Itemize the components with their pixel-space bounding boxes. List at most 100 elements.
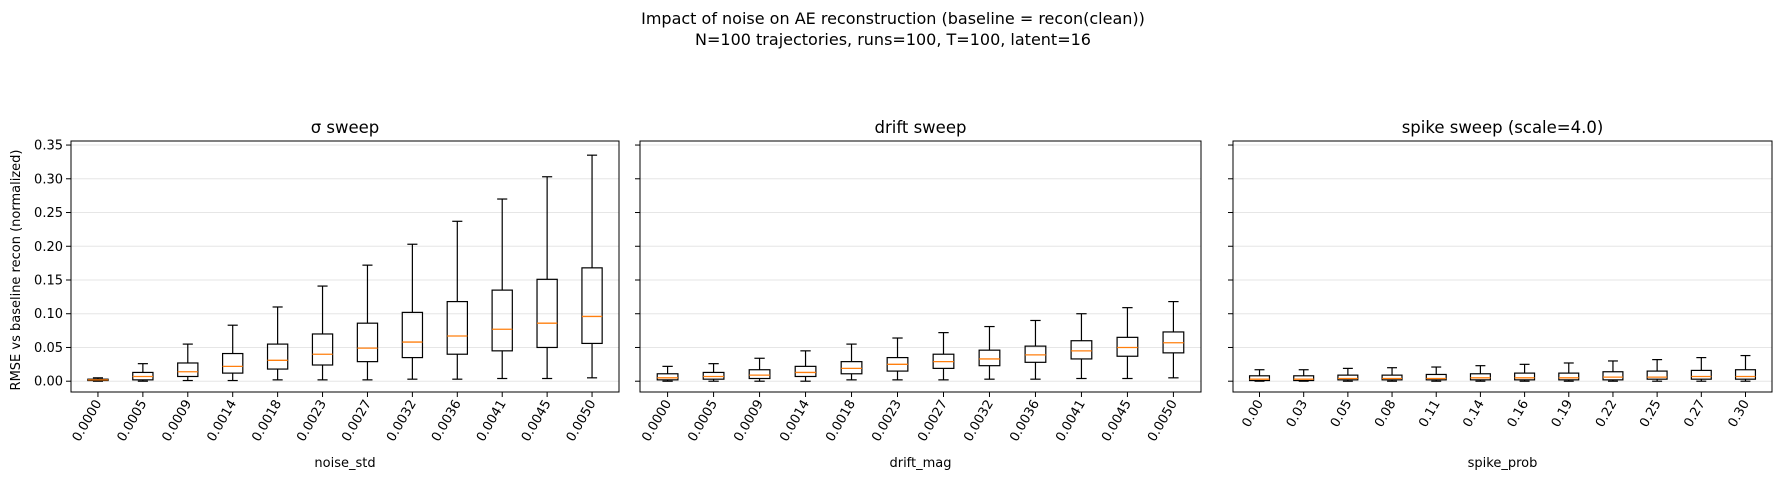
x-tick-label: 0.27	[1681, 398, 1708, 431]
x-tick-label: 0.0050	[1145, 398, 1181, 445]
x-tick-label: 0.0041	[474, 398, 510, 445]
box-0.25	[1646, 359, 1668, 382]
box-0.14	[1469, 365, 1491, 382]
x-tick-label: 0.0009	[160, 398, 196, 445]
box-0.0009	[748, 357, 771, 382]
box-body	[221, 352, 244, 374]
x-tick-label: 0.05	[1328, 398, 1355, 431]
y-tick-label: 0.20	[34, 240, 63, 255]
box-body	[1514, 372, 1536, 381]
box-0.0032	[401, 243, 424, 380]
x-tick-label: 0.0009	[731, 398, 767, 445]
box-body	[1070, 340, 1093, 360]
figure-title-line2: N=100 trajectories, runs=100, T=100, lat…	[695, 30, 1091, 49]
box-0.0014	[221, 324, 244, 382]
box-0.0027	[356, 264, 379, 381]
x-tick-label: 0.25	[1637, 398, 1664, 431]
x-tick-label: 0.03	[1284, 398, 1311, 431]
box-body	[748, 369, 771, 380]
box-0.05	[1337, 367, 1359, 382]
axes-frame	[70, 140, 620, 393]
x-tick-label: 0.0050	[564, 398, 600, 445]
x-tick-label: 0.22	[1593, 398, 1620, 431]
box-body	[1293, 375, 1315, 382]
box-0.0027	[932, 332, 955, 381]
x-tick-label: 0.0045	[1099, 398, 1135, 445]
box-body	[491, 289, 513, 352]
box-0.0009	[177, 343, 199, 382]
box-0.11	[1425, 366, 1447, 382]
subplot-3: spike sweep (scale=4.0) 0.00 0.03 0.05 0.08 0…	[1228, 118, 1773, 471]
box-0.22	[1602, 360, 1624, 382]
box-0.30	[1734, 354, 1757, 382]
box-0.0032	[978, 325, 1001, 380]
x-tick-label: 0.0032	[384, 398, 420, 445]
y-tick-label: 0.30	[34, 172, 63, 187]
box-body	[311, 333, 334, 366]
box-body	[702, 371, 725, 380]
box-body	[266, 343, 289, 370]
box-0.0050	[1162, 300, 1185, 379]
box-body	[1690, 369, 1712, 380]
x-tick-label: 0.16	[1505, 398, 1532, 431]
box-body	[1558, 372, 1580, 381]
box-body	[1381, 374, 1403, 381]
box-body	[1602, 371, 1624, 381]
x-tick-label: 0.30	[1725, 398, 1752, 431]
x-tick-label: 0.0027	[915, 398, 951, 445]
box-body	[1116, 336, 1139, 357]
box-body	[978, 349, 1001, 367]
box-0.0018	[840, 343, 863, 381]
y-tick-label: 0.15	[34, 273, 63, 288]
box-0.0036	[1024, 319, 1047, 380]
axes-frame	[639, 140, 1202, 393]
box-0.27	[1690, 356, 1712, 382]
x-tick-label: 0.0036	[1007, 398, 1043, 445]
subplot-title: σ sweep	[311, 118, 380, 137]
x-tick-label: 0.00	[1240, 398, 1267, 431]
box-0.00	[1248, 369, 1271, 382]
y-axis-label: RMSE vs baseline recon (normalized)	[9, 150, 24, 391]
box-body	[1469, 373, 1491, 381]
box-body	[1646, 370, 1668, 380]
box-body	[1248, 375, 1271, 382]
box-body	[401, 311, 424, 359]
x-tick-label: 0.14	[1460, 398, 1487, 431]
box-0.0041	[1070, 313, 1093, 380]
subplot-2: drift sweep 0.0000 0.0005 0.0009 0.0014 0.001…	[635, 118, 1202, 471]
box-body	[1337, 374, 1359, 381]
x-tick-label: 0.0041	[1053, 398, 1089, 445]
box-0.0000	[656, 365, 679, 382]
figure-title-line1: Impact of noise on AE reconstruction (ba…	[641, 9, 1145, 28]
box-body	[794, 365, 817, 378]
x-axis-label: drift_mag	[889, 456, 951, 471]
box-0.0005	[132, 363, 154, 382]
box-0.0050	[581, 154, 603, 379]
box-0.0000	[87, 377, 109, 382]
x-tick-label: 0.0005	[685, 398, 721, 445]
x-tick-label: 0.0005	[115, 398, 151, 445]
x-tick-label: 0.0023	[294, 398, 330, 445]
x-tick-label: 0.08	[1372, 398, 1399, 431]
x-tick-label: 0.0045	[519, 398, 555, 445]
x-tick-label: 0.0018	[823, 398, 859, 445]
box-0.0018	[266, 306, 289, 381]
subplots: 0.00 0.05 0.10 0.15 0.20 0.25 0.30 0.35 σ sweep 0…	[34, 118, 1773, 471]
x-tick-label: 0.0032	[961, 397, 997, 444]
box-body	[840, 361, 863, 375]
box-0.0041	[491, 198, 513, 380]
box-body	[356, 322, 379, 363]
x-tick-label: 0.19	[1549, 398, 1576, 431]
box-0.0045	[1116, 307, 1139, 380]
box-body	[1024, 345, 1047, 363]
y-tick-label: 0.00	[34, 375, 63, 390]
axes-frame	[1232, 140, 1773, 393]
y-tick-label: 0.05	[34, 341, 63, 356]
box-body	[177, 362, 199, 378]
box-body	[536, 278, 558, 349]
box-0.0023	[311, 285, 334, 381]
x-tick-label: 0.0023	[869, 398, 905, 445]
x-tick-label: 0.0018	[249, 398, 285, 445]
y-tick-label: 0.35	[34, 139, 63, 154]
